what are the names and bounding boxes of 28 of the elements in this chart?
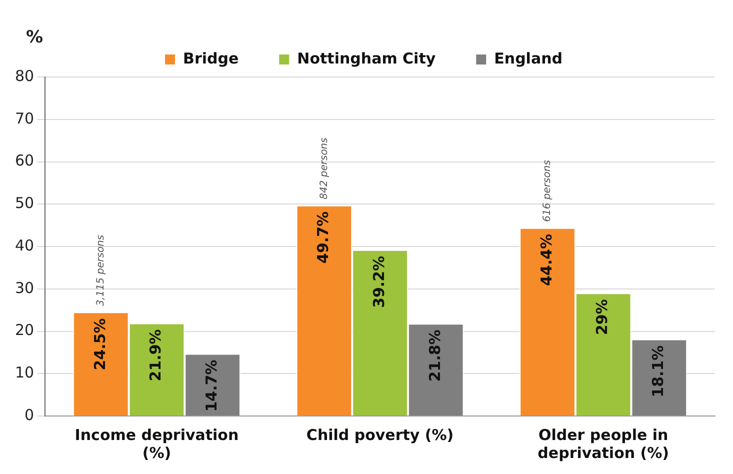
y-tick-label: 30 [14, 278, 34, 297]
annotation: 3,115 persons [96, 234, 107, 306]
y-tick-label: 60 [14, 152, 34, 170]
data-label: 39.2% [370, 256, 388, 308]
legend-label: Bridge [183, 49, 239, 68]
annotation: 616 persons [542, 160, 554, 222]
y-tick-label: 80 [14, 66, 34, 85]
y-tick-label: 50 [14, 194, 34, 212]
y-tick-label: 0 [24, 406, 34, 424]
data-label: 21.9% [146, 329, 165, 382]
legend-label: Nottingham City [297, 49, 436, 68]
y-tick-label: 40 [14, 236, 34, 254]
data-label: 49.7% [314, 211, 332, 264]
data-label: 44.4% [537, 234, 556, 286]
y-axis-title: % [26, 27, 44, 48]
data-label: 21.8% [426, 330, 444, 382]
data-label: 24.5% [90, 318, 109, 370]
x-tick-label: Child poverty (%) [306, 426, 454, 444]
y-tick-label: 70 [14, 109, 34, 128]
x-tick-label: Older people in deprivation (%) [538, 426, 670, 462]
x-tick-label: Income deprivation (%) [74, 426, 239, 462]
annotation: 842 persons [318, 138, 330, 200]
legend-label: England [494, 49, 562, 68]
data-label: 14.7% [202, 360, 220, 412]
y-tick-label: 20 [14, 321, 34, 340]
y-tick-label: 10 [14, 364, 34, 382]
data-label: 18.1% [649, 345, 668, 398]
data-label: 29% [593, 299, 612, 336]
